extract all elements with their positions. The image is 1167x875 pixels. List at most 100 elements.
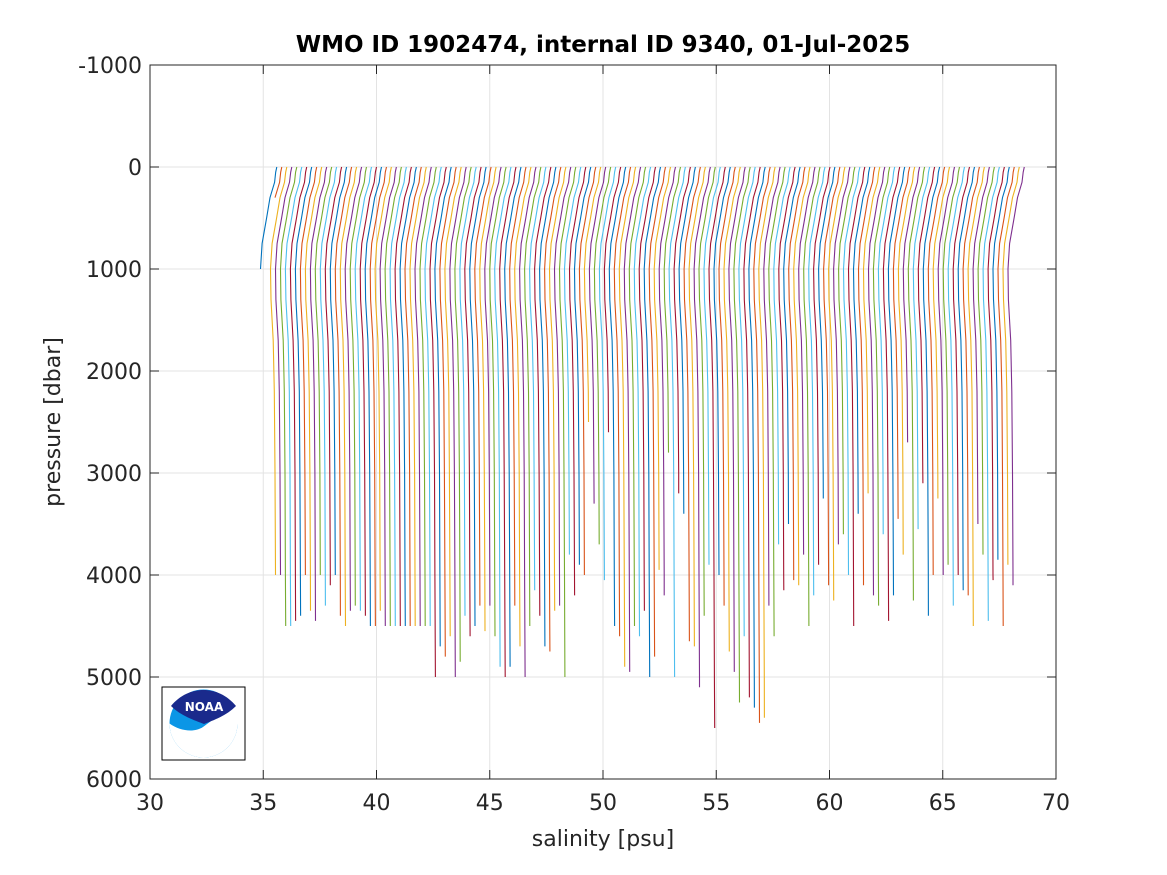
x-tick-label: 40 (363, 791, 391, 816)
profile-line (1002, 166, 1020, 565)
profile-line (424, 166, 442, 627)
profile-line (459, 166, 477, 616)
profile-line (862, 166, 881, 494)
profile-line (643, 166, 662, 678)
profile-line (753, 166, 771, 723)
profile-line (678, 166, 696, 514)
profile-line (623, 166, 642, 672)
profile-line (364, 166, 383, 627)
profile-line (798, 166, 816, 555)
profile-line (588, 166, 607, 504)
profile-line (673, 166, 691, 494)
profile-line (922, 166, 941, 616)
y-tick-label: -1000 (78, 54, 142, 79)
profile-line (573, 166, 592, 565)
profile-line (668, 166, 686, 678)
profile-line (409, 166, 427, 627)
profile-line (713, 166, 731, 576)
profile-line (269, 166, 288, 576)
profile-line (504, 166, 522, 667)
profile-line (449, 166, 467, 678)
profile-line (399, 166, 417, 627)
profile-line (384, 166, 402, 627)
profile-line (314, 166, 333, 576)
x-tick-label: 45 (476, 791, 504, 816)
profile-line (304, 166, 323, 611)
profile-lines (259, 166, 1025, 729)
y-axis-label: pressure [dbar] (41, 337, 66, 507)
profile-line (489, 166, 507, 637)
profile-line (947, 166, 966, 606)
profile-line (444, 166, 462, 637)
y-tick-label: 2000 (86, 360, 142, 385)
profile-line (758, 166, 776, 718)
profile-line (842, 166, 861, 576)
profile-line (613, 166, 632, 637)
profile-line (698, 166, 716, 616)
profile-line (524, 166, 542, 627)
profile-line (274, 166, 283, 198)
profile-line (788, 166, 806, 581)
profile-line (598, 166, 617, 581)
profile-line (648, 166, 667, 657)
profile-line (568, 166, 587, 596)
profile-line (439, 166, 457, 657)
profile-line (514, 166, 532, 647)
profile-line (259, 166, 278, 270)
profile-line (419, 166, 437, 627)
profile-line (957, 166, 976, 591)
x-tick-label: 35 (249, 791, 277, 816)
profile-line (653, 166, 672, 570)
profile-line (942, 166, 961, 565)
profile-line (833, 166, 851, 545)
profile-line (793, 166, 811, 586)
profile-line (927, 166, 946, 576)
profile-line (469, 166, 487, 627)
profile-line (454, 166, 472, 662)
profile-line (902, 166, 921, 443)
profile-line (369, 166, 388, 627)
profile-line (818, 166, 836, 499)
logo-label: NOAA (185, 700, 224, 714)
y-tick-label: 5000 (86, 666, 142, 691)
profile-line (309, 166, 328, 621)
profile-line (808, 166, 826, 596)
logo-bird (171, 690, 236, 724)
profile-line (509, 166, 527, 606)
profile-line (907, 166, 926, 601)
profile-line (867, 166, 886, 596)
profile-line (479, 166, 497, 632)
y-tick-label: 6000 (86, 768, 142, 793)
profile-line (284, 166, 303, 627)
profile-line (892, 166, 911, 519)
profile-line (638, 166, 657, 611)
profile-line (529, 166, 547, 591)
profile-line (633, 166, 652, 637)
profile-line (748, 166, 766, 708)
profile-line (967, 166, 985, 627)
profile-line (733, 166, 751, 703)
profile-line (379, 166, 397, 627)
profile-line (583, 166, 602, 423)
x-tick-label: 70 (1042, 791, 1070, 816)
profile-line (394, 166, 412, 627)
profile-line (499, 166, 517, 678)
profile-line (618, 166, 637, 667)
profile-line (723, 166, 741, 652)
noaa-logo: NOAA (161, 686, 246, 761)
profile-line (339, 166, 358, 627)
profile-line (708, 166, 726, 729)
y-tick-labels: -1000 0 1000 2000 3000 4000 5000 6000 (78, 54, 142, 793)
profile-line (494, 166, 512, 667)
profile-line (329, 166, 348, 576)
profile-line (344, 166, 363, 611)
profile-line (374, 166, 392, 611)
profile-line (603, 166, 622, 433)
profile-line (783, 166, 801, 525)
profile-line (274, 166, 293, 576)
x-tick-label: 55 (702, 791, 730, 816)
profile-line (663, 166, 682, 453)
profile-line (917, 166, 936, 484)
profile-line (768, 166, 786, 637)
y-tick-label: 1000 (86, 258, 142, 283)
